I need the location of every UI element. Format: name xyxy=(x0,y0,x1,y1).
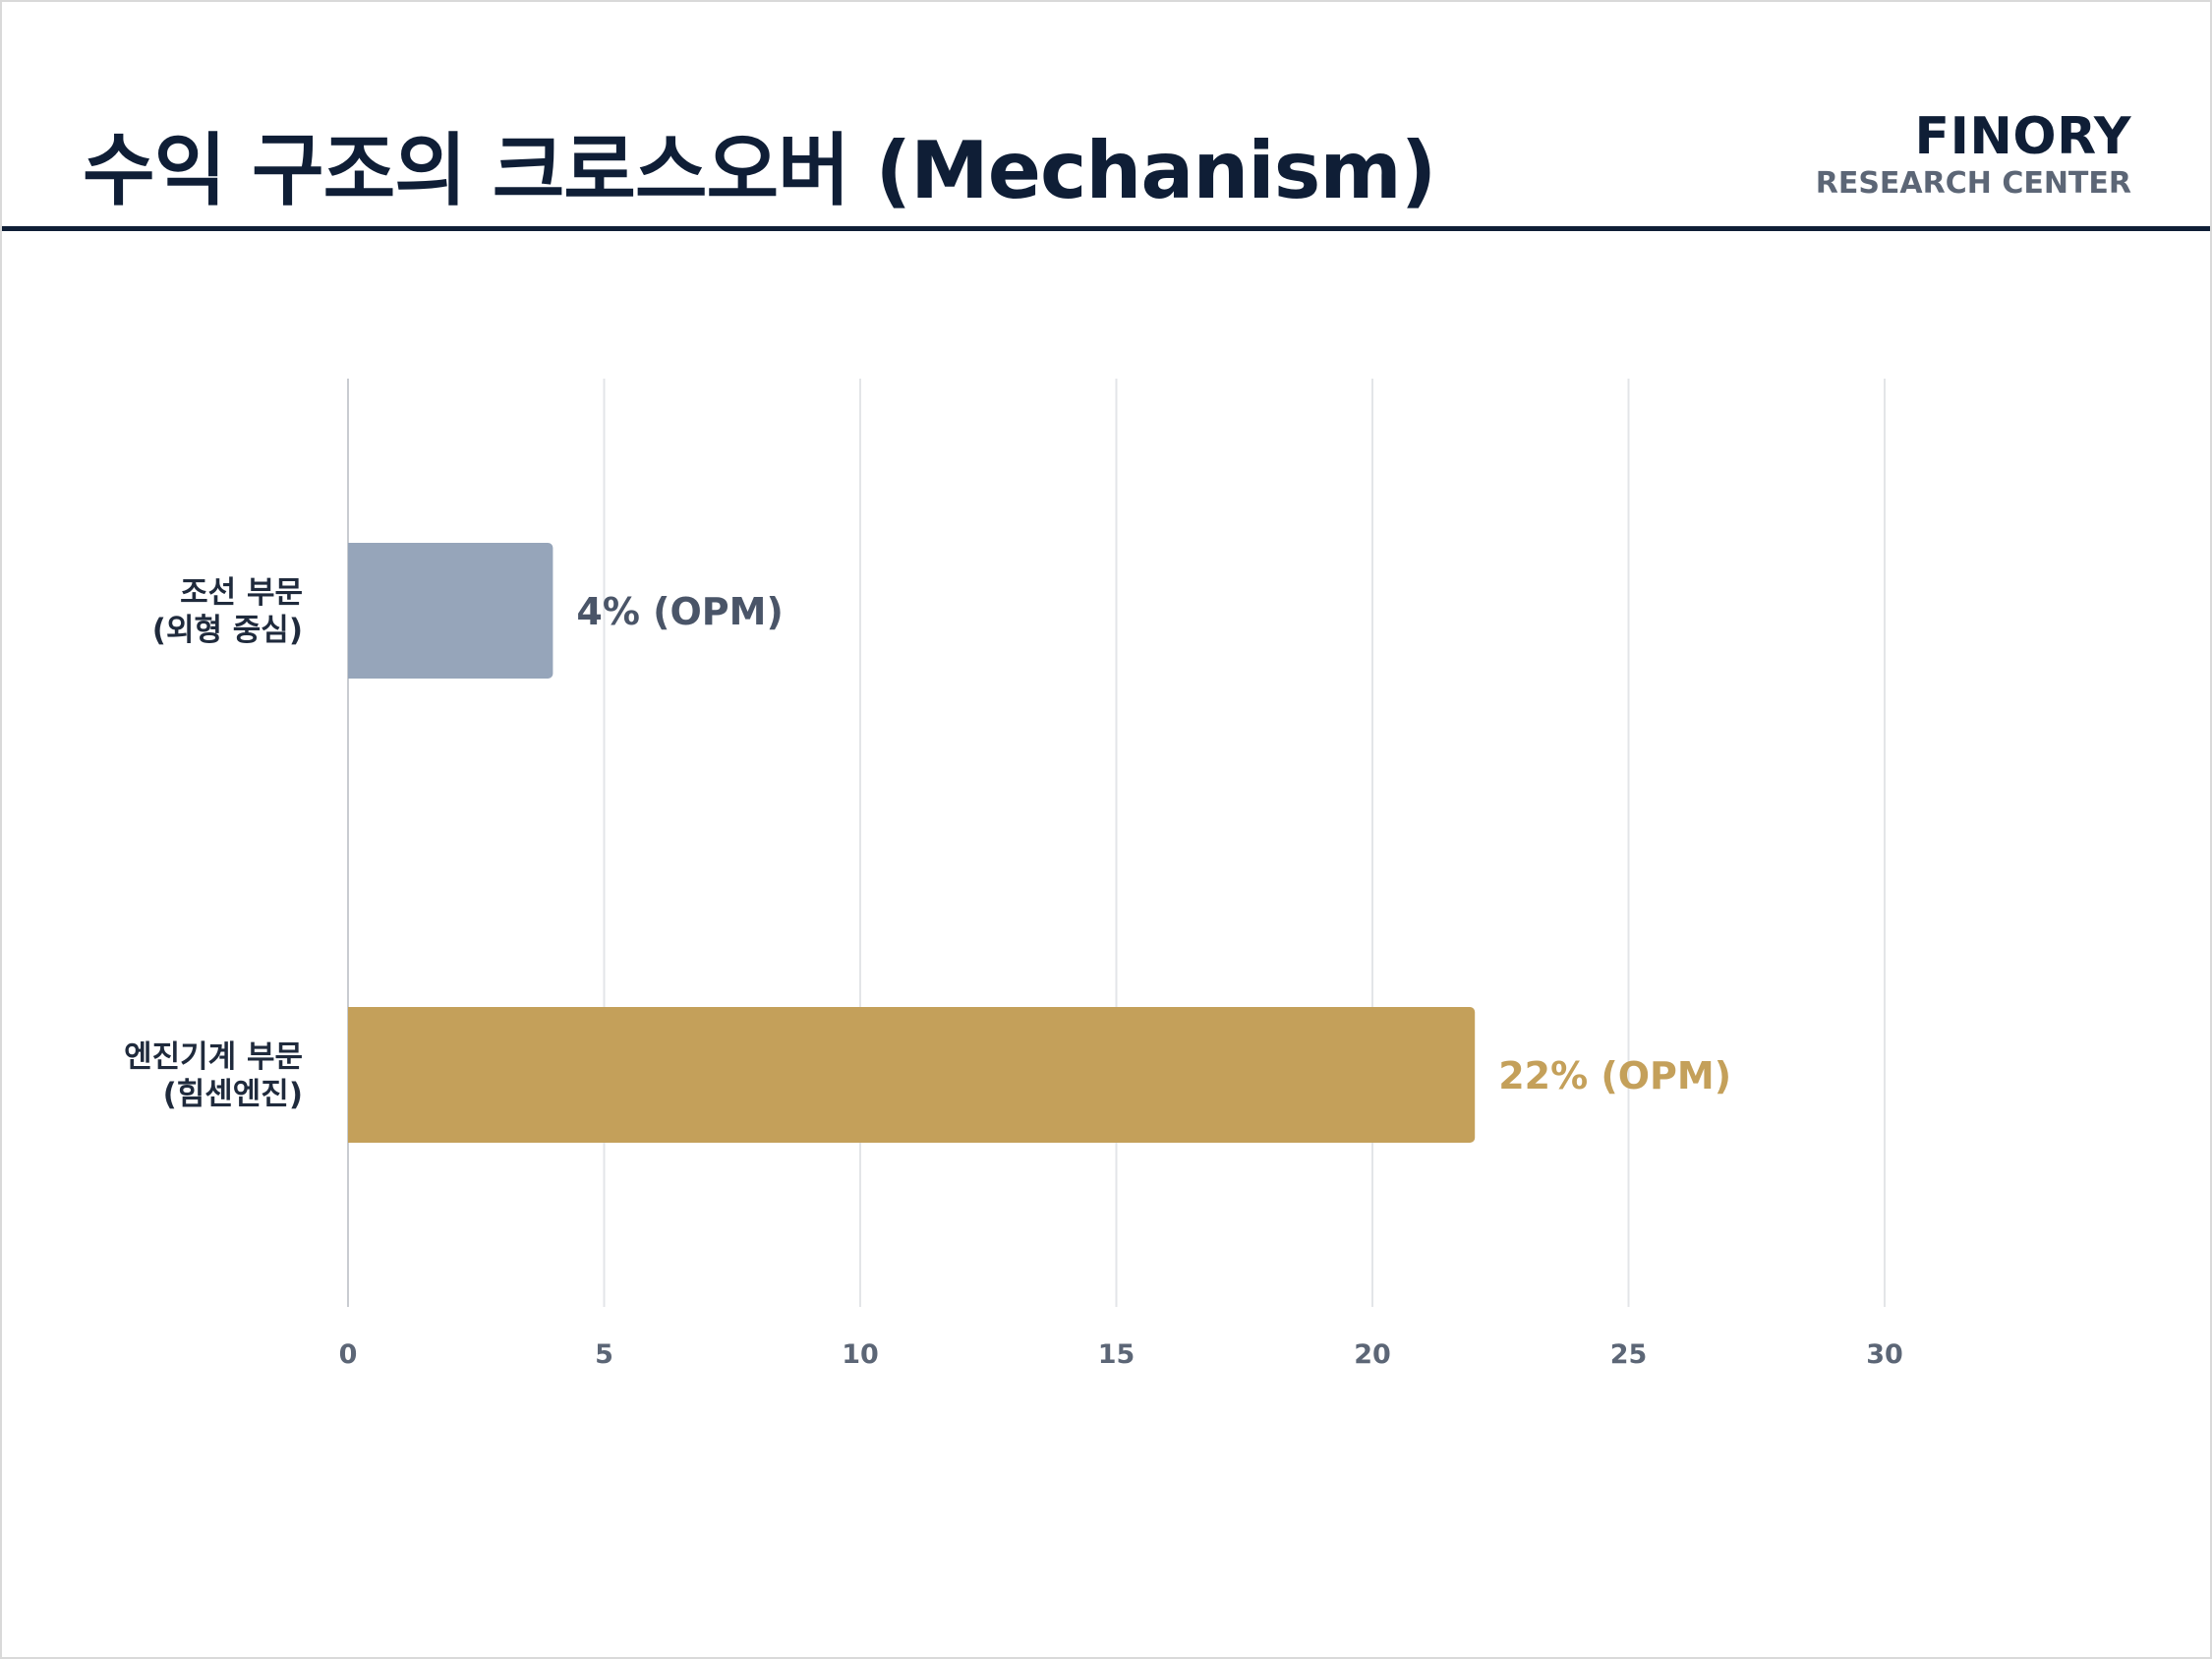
x-tick-label: 30 xyxy=(1866,1339,1903,1370)
x-tick-label: 5 xyxy=(595,1339,613,1370)
grid-lines xyxy=(347,379,1886,1307)
header: 수익 구조의 크로스오버 (Mechanism) FINORY RESEARCH… xyxy=(2,2,2210,231)
category-label: (힘센엔진) xyxy=(163,1077,303,1112)
category-label: 엔진기계 부문 xyxy=(124,1039,303,1075)
x-tick-label: 25 xyxy=(1610,1339,1648,1370)
x-tick-label: 15 xyxy=(1098,1339,1135,1370)
category-label: 조선 부문 xyxy=(180,575,303,611)
brand-block: FINORY RESEARCH CENTER xyxy=(1816,110,2131,202)
bar xyxy=(348,1007,1476,1143)
bar-edge xyxy=(348,543,358,679)
brand-name: FINORY xyxy=(1914,107,2131,166)
x-tick-label: 20 xyxy=(1354,1339,1391,1370)
bar xyxy=(348,543,553,679)
data-label: 22% (OPM) xyxy=(1498,1054,1731,1097)
bar-edge xyxy=(348,1007,358,1143)
brand-subtitle: RESEARCH CENTER xyxy=(1815,165,2131,201)
data-label: 4% (OPM) xyxy=(576,590,783,633)
bars xyxy=(348,543,1476,1143)
page-title: 수익 구조의 크로스오버 (Mechanism) xyxy=(83,125,1436,216)
category-label: (외형 중심) xyxy=(152,613,303,648)
labels: 0 5 10 15 20 25 30 4% (OPM) 조선 부문(외형 중심) 22% (OPM… xyxy=(124,575,1903,1370)
x-tick-label: 10 xyxy=(842,1339,879,1370)
x-tick-label: 0 xyxy=(339,1339,358,1370)
